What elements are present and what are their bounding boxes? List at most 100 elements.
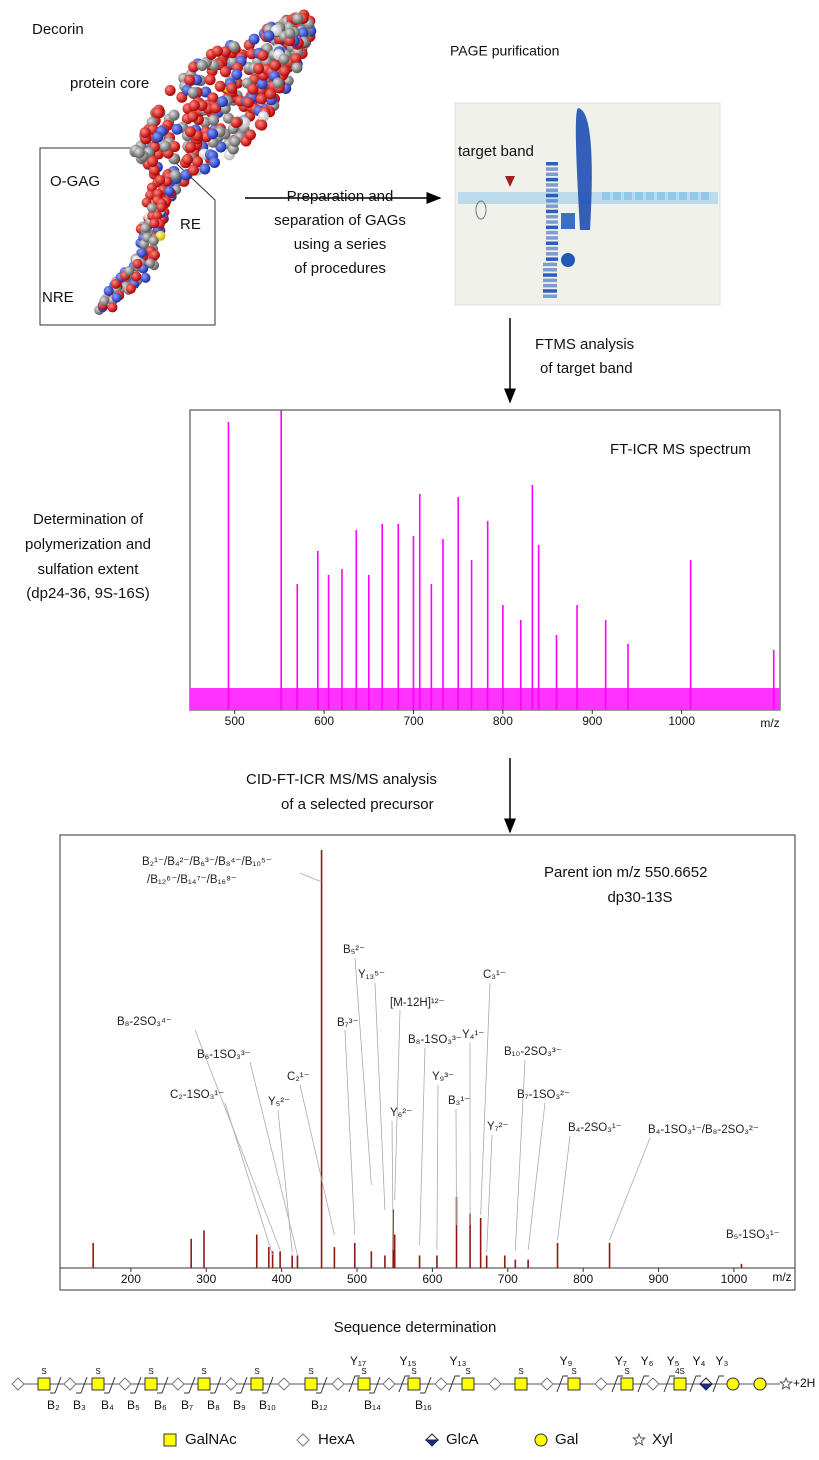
galnac-symbol	[515, 1378, 527, 1390]
peak-label: Y₇²⁻	[487, 1121, 509, 1133]
gel-band	[646, 192, 654, 200]
peak-label: B₂¹⁻/B₄²⁻/B₆³⁻/B₈⁴⁻/B₁₀⁵⁻	[142, 856, 272, 868]
ladder-band	[546, 194, 558, 198]
legend-label: HexA	[318, 1431, 355, 1448]
y-ion-label: Y₅	[667, 1354, 680, 1368]
leader-line	[300, 1085, 334, 1235]
galnac-symbol	[462, 1378, 474, 1390]
atom	[185, 126, 196, 137]
b-ion-label: B₃	[73, 1398, 86, 1412]
nre-label: NRE	[42, 289, 74, 306]
legend-label: GlcA	[446, 1431, 479, 1448]
ladder-band	[543, 295, 557, 299]
gel-band	[690, 192, 698, 200]
peak-label: Y₄¹⁻	[462, 1029, 484, 1041]
x-tick-label: 800	[493, 714, 513, 728]
leader-line	[558, 1136, 570, 1240]
gel-band	[624, 192, 632, 200]
atom	[107, 302, 117, 312]
annotation: Parent ion m/z 550.6652	[544, 864, 707, 881]
leader-line	[456, 1109, 457, 1225]
cleavage-mark	[316, 1377, 327, 1393]
glca-symbol	[426, 1434, 438, 1440]
peak-label: C₂¹⁻	[287, 1071, 310, 1083]
atom	[99, 296, 109, 306]
galnac-symbol	[251, 1378, 263, 1390]
gel-band	[613, 192, 621, 200]
step-text: of a selected precursor	[281, 796, 434, 813]
atom	[205, 74, 216, 85]
y-ion-label: Y₉	[560, 1354, 573, 1368]
peak-label: B₁₀-2SO₃³⁻	[504, 1046, 562, 1058]
figure: Decorin protein core O-GAG RE NRE Prepar…	[0, 0, 819, 1460]
atom	[292, 13, 303, 24]
step-text: using a series	[294, 236, 387, 253]
sulfation-label: S	[571, 1367, 576, 1376]
atom	[257, 50, 268, 61]
atom	[124, 266, 134, 276]
legend: GalNAcHexAGlcAGalXyl	[164, 1431, 673, 1448]
msms-frame	[60, 835, 795, 1290]
xyl-symbol	[780, 1378, 791, 1389]
atom	[291, 62, 302, 73]
legend-symbol	[164, 1434, 176, 1446]
sulfation-label: S	[95, 1367, 100, 1376]
atom	[140, 127, 151, 138]
x-tick-label: 900	[582, 714, 602, 728]
atom	[160, 141, 171, 152]
gel-band	[561, 253, 575, 267]
gel-band	[602, 192, 610, 200]
peak-label: B₈-1SO₃³⁻	[408, 1034, 462, 1046]
atom	[247, 84, 258, 95]
annotation: dp30-13S	[607, 889, 672, 906]
leader-line	[420, 1048, 425, 1245]
atom	[149, 218, 159, 228]
glca-symbol	[700, 1384, 712, 1390]
peak-label: /B₁₂⁶⁻/B₁₄⁷⁻/B₁₆⁸⁻	[147, 874, 237, 886]
atom	[209, 157, 220, 168]
legend-label: Xyl	[652, 1431, 673, 1448]
peak-label: [M-12H]¹²⁻	[390, 997, 445, 1009]
galnac-symbol	[305, 1378, 317, 1390]
ladder-band	[546, 257, 558, 261]
ladder-band	[546, 178, 558, 182]
galnac-symbol	[38, 1378, 50, 1390]
y-ion-label: Y₆	[641, 1354, 654, 1368]
atom	[207, 128, 218, 139]
ladder-band	[543, 273, 557, 277]
cleavage-mark	[184, 1377, 195, 1393]
step-text: FTMS analysis	[535, 336, 634, 353]
atom	[182, 154, 193, 165]
ladder-band	[546, 220, 558, 224]
ladder-band	[546, 231, 558, 235]
hexa-symbol	[297, 1434, 309, 1446]
peak-label: B₄-2SO₃¹⁻	[568, 1122, 622, 1134]
cleavage-mark	[104, 1377, 115, 1393]
x-tick-label: 600	[314, 714, 334, 728]
atom	[215, 81, 226, 92]
leader-line	[375, 983, 385, 1210]
galnac-symbol	[198, 1378, 210, 1390]
sulfation-label: S	[411, 1367, 416, 1376]
gel-band	[679, 192, 687, 200]
atom	[150, 250, 160, 260]
cleavage-mark	[369, 1377, 380, 1393]
b-ion-label: B₂	[47, 1398, 60, 1412]
atom	[243, 97, 254, 108]
galnac-symbol	[408, 1378, 420, 1390]
x-tick-label: 200	[121, 1272, 141, 1286]
atom	[111, 279, 121, 289]
legend-label: Gal	[555, 1431, 578, 1448]
glca-symbol	[426, 1440, 438, 1446]
peak-label: Y₅²⁻	[268, 1096, 290, 1108]
gel	[455, 103, 720, 305]
o-gag-label: O-GAG	[50, 173, 100, 190]
sulfation-label: S	[201, 1367, 206, 1376]
leader-line	[437, 1085, 438, 1250]
sulfation-label: S	[624, 1367, 629, 1376]
cleavage-mark	[262, 1377, 273, 1393]
ms-baseline-noise	[190, 688, 780, 710]
ladder-band	[546, 204, 558, 208]
leader-line	[250, 1062, 297, 1255]
atom	[249, 34, 260, 45]
